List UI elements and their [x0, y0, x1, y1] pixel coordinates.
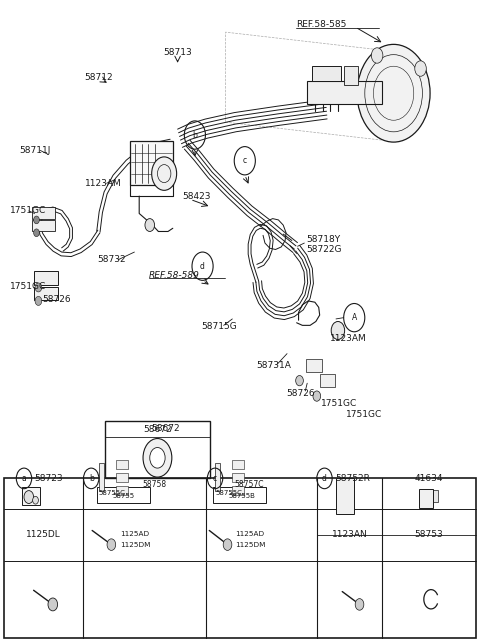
Bar — [105, 421, 210, 478]
Text: 58753: 58753 — [415, 530, 444, 539]
Bar — [34, 271, 58, 285]
Bar — [213, 487, 266, 503]
Circle shape — [152, 157, 177, 190]
Circle shape — [355, 599, 364, 610]
Text: d: d — [322, 474, 327, 483]
Bar — [97, 487, 150, 503]
Text: 58423: 58423 — [182, 192, 211, 201]
Bar — [4, 478, 476, 638]
Text: b: b — [89, 474, 94, 483]
Circle shape — [24, 491, 34, 503]
Text: 58757C: 58757C — [235, 480, 264, 489]
Text: 58752R: 58752R — [335, 474, 370, 483]
Text: 58672: 58672 — [152, 424, 180, 433]
Text: A: A — [352, 313, 357, 322]
Text: 41634: 41634 — [415, 474, 444, 483]
Circle shape — [223, 539, 232, 550]
Text: 58718Y: 58718Y — [306, 235, 340, 244]
Text: 1123AM: 1123AM — [330, 334, 367, 343]
Circle shape — [48, 598, 58, 611]
Text: 1125AD: 1125AD — [235, 531, 264, 538]
Text: 58755: 58755 — [112, 493, 134, 500]
Text: 58715G: 58715G — [202, 322, 237, 331]
Circle shape — [143, 439, 172, 477]
Text: 58713: 58713 — [163, 48, 192, 57]
Text: 1125DL: 1125DL — [26, 530, 60, 539]
Bar — [116, 486, 128, 495]
Circle shape — [296, 376, 303, 386]
Bar — [22, 487, 40, 505]
Circle shape — [415, 61, 426, 77]
Bar — [344, 66, 358, 85]
Circle shape — [145, 219, 155, 231]
Bar — [320, 374, 335, 387]
Text: 58755B: 58755B — [228, 493, 255, 500]
Text: 58726: 58726 — [42, 295, 71, 304]
Text: d: d — [200, 262, 205, 271]
Bar — [32, 207, 55, 219]
Bar — [99, 463, 104, 491]
Text: 58731A: 58731A — [256, 361, 291, 370]
Text: 58723: 58723 — [35, 474, 63, 483]
Text: 1125DM: 1125DM — [120, 541, 150, 548]
Bar — [116, 460, 128, 469]
Bar — [336, 478, 354, 514]
Text: 58672: 58672 — [143, 425, 172, 434]
Bar — [32, 220, 55, 231]
Text: 1751GC: 1751GC — [10, 206, 46, 215]
Bar — [232, 460, 244, 469]
Text: 1123AM: 1123AM — [85, 179, 122, 188]
Bar — [232, 486, 244, 495]
Text: 1123AN: 1123AN — [332, 530, 367, 539]
Bar — [232, 473, 244, 482]
Text: 58755C: 58755C — [215, 489, 242, 496]
Circle shape — [372, 48, 383, 63]
Text: c: c — [213, 474, 217, 483]
Text: 58732: 58732 — [97, 255, 126, 264]
Text: 1751GC: 1751GC — [10, 282, 46, 291]
Text: 1125DM: 1125DM — [235, 541, 265, 548]
Circle shape — [35, 283, 42, 292]
Text: REF.58-585: REF.58-585 — [296, 20, 346, 29]
Bar — [306, 359, 322, 372]
Circle shape — [313, 391, 321, 401]
Text: 58758: 58758 — [142, 480, 166, 489]
Text: 58755C: 58755C — [99, 489, 126, 496]
Circle shape — [35, 296, 42, 305]
Bar — [433, 490, 438, 502]
Text: 58726: 58726 — [286, 389, 315, 398]
Text: b: b — [192, 131, 197, 140]
Bar — [130, 141, 173, 185]
Circle shape — [150, 448, 165, 468]
Circle shape — [34, 216, 39, 224]
Text: c: c — [243, 156, 247, 165]
Circle shape — [331, 322, 345, 340]
Text: 58722G: 58722G — [306, 245, 342, 254]
Bar — [116, 473, 128, 482]
Bar — [34, 287, 58, 300]
Text: 1751GC: 1751GC — [346, 410, 382, 419]
Text: 1751GC: 1751GC — [321, 399, 357, 408]
Bar — [419, 489, 433, 508]
Text: 58711J: 58711J — [19, 146, 50, 155]
Circle shape — [107, 539, 116, 550]
Circle shape — [357, 44, 430, 142]
Bar — [307, 81, 382, 104]
Bar — [215, 463, 220, 491]
Text: a: a — [22, 474, 26, 483]
Text: 58712: 58712 — [84, 73, 113, 82]
Circle shape — [33, 496, 38, 504]
Circle shape — [34, 229, 39, 237]
Text: REF.58-589: REF.58-589 — [149, 271, 200, 280]
Bar — [312, 66, 341, 81]
Text: 1125AD: 1125AD — [120, 531, 149, 538]
